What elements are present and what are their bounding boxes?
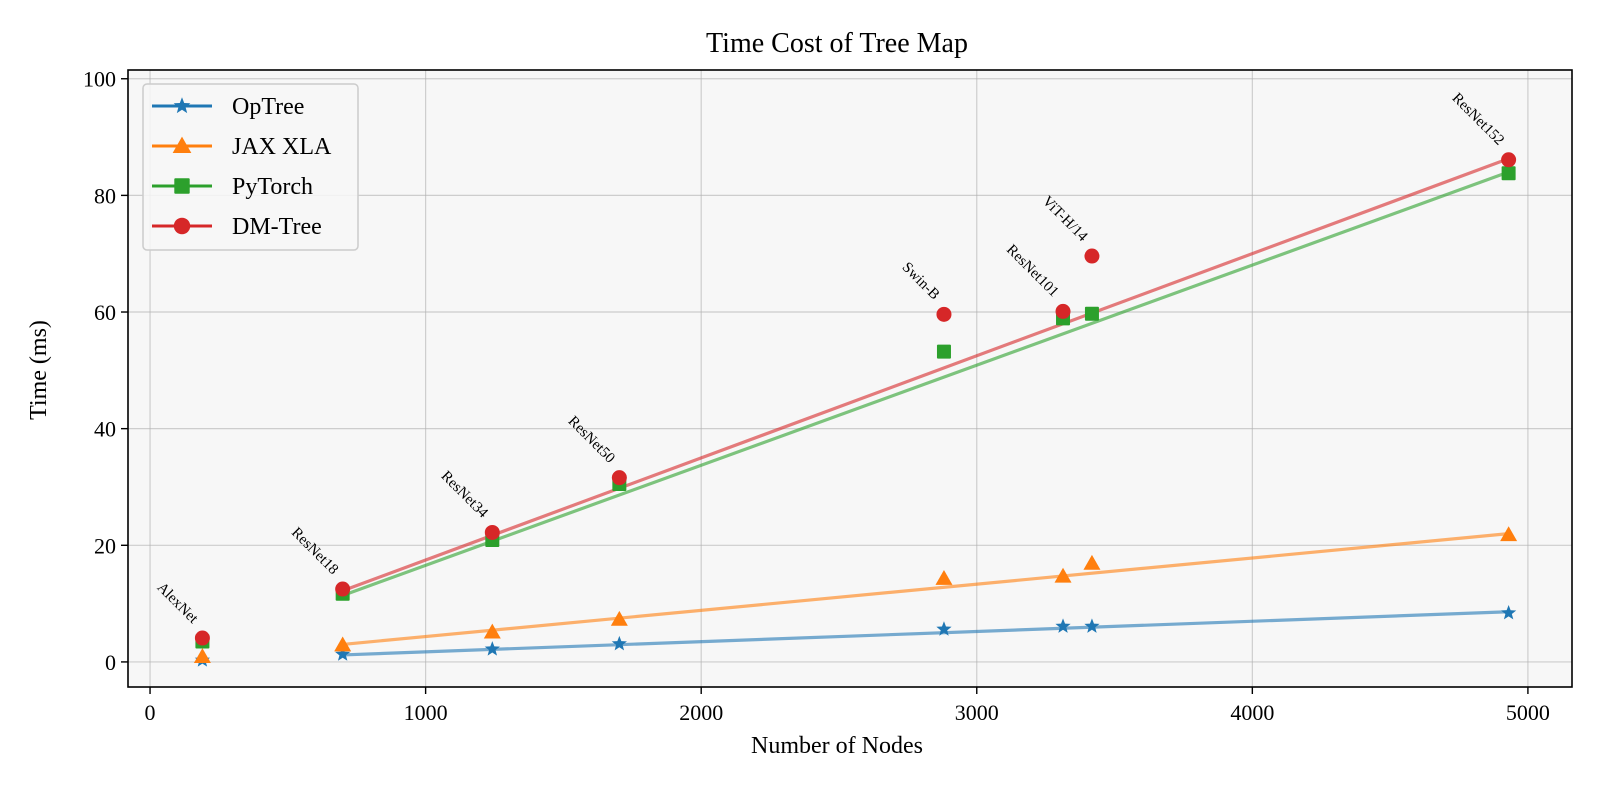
data-point [1084, 306, 1099, 321]
grid-lines [128, 70, 1572, 687]
y-tick-label: 100 [83, 67, 116, 92]
data-point [1055, 618, 1071, 633]
legend-marker-icon [172, 136, 192, 154]
x-tick-label: 2000 [679, 700, 723, 725]
legend-label: JAX XLA [232, 134, 332, 160]
data-point [483, 623, 501, 639]
legend-item: PyTorch [152, 174, 313, 200]
legend-marker-icon [174, 178, 190, 194]
legend: OpTree JAX XLA PyTorch DM-Tree [142, 83, 359, 251]
legend-label: DM-Tree [232, 214, 322, 240]
x-tick-label: 0 [145, 700, 156, 725]
y-axis-label: Time (ms) [26, 320, 52, 420]
x-tick-label: 5000 [1506, 700, 1550, 725]
data-point [335, 581, 351, 597]
y-tick-label: 80 [94, 183, 116, 208]
data-point [611, 635, 627, 651]
legend-label: PyTorch [232, 174, 313, 200]
series-jax-xla [193, 526, 1518, 664]
series-dm-tree [194, 152, 1517, 646]
data-point [935, 570, 953, 585]
y-tick-label: 0 [105, 650, 116, 675]
data-point [610, 610, 628, 626]
fit-line-optree [342, 610, 1509, 657]
axis-ticks: 0 1000 2000 3000 4000 5000 0 20 40 60 80 100 [83, 67, 1550, 725]
data-point [1501, 166, 1516, 181]
data-point [193, 648, 211, 664]
plot-area [128, 70, 1572, 687]
data-point [1083, 554, 1101, 570]
x-tick-label: 4000 [1230, 700, 1274, 725]
data-point [1084, 248, 1100, 264]
fit-lines [342, 157, 1510, 657]
data-point [936, 306, 952, 322]
data-point [335, 646, 351, 661]
data-point [936, 621, 952, 636]
legend-item: JAX XLA [152, 134, 332, 160]
plot-frame [127, 69, 1573, 688]
fit-line-pytorch [342, 170, 1510, 597]
y-tick-label: 20 [94, 533, 116, 558]
y-tick-label: 60 [94, 300, 116, 325]
data-point [1501, 152, 1517, 168]
x-axis-label: Number of Nodes [751, 733, 923, 759]
data-point [334, 636, 352, 652]
x-tick-label: 3000 [955, 700, 999, 725]
legend-marker-icon [173, 97, 191, 114]
legend-label: OpTree [232, 94, 304, 120]
y-tick-label: 40 [94, 417, 116, 442]
data-point [484, 524, 500, 540]
data-point [1500, 526, 1518, 542]
chart-title: Time Cost of Tree Map [706, 28, 968, 59]
data-point [611, 470, 627, 486]
legend-marker-icon [173, 217, 191, 235]
x-tick-label: 1000 [404, 700, 448, 725]
legend-box [142, 83, 359, 251]
data-markers [193, 152, 1518, 667]
data-point [194, 630, 210, 646]
data-point [1084, 618, 1100, 633]
data-point [1054, 567, 1072, 583]
fit-line-jax-xla [342, 532, 1509, 647]
data-point [1501, 604, 1517, 620]
legend-item: OpTree [152, 94, 304, 120]
data-point [936, 344, 951, 359]
legend-item: DM-Tree [152, 214, 322, 240]
data-point [484, 641, 500, 656]
fit-line-dm-tree [342, 157, 1510, 593]
data-point [1055, 303, 1071, 319]
